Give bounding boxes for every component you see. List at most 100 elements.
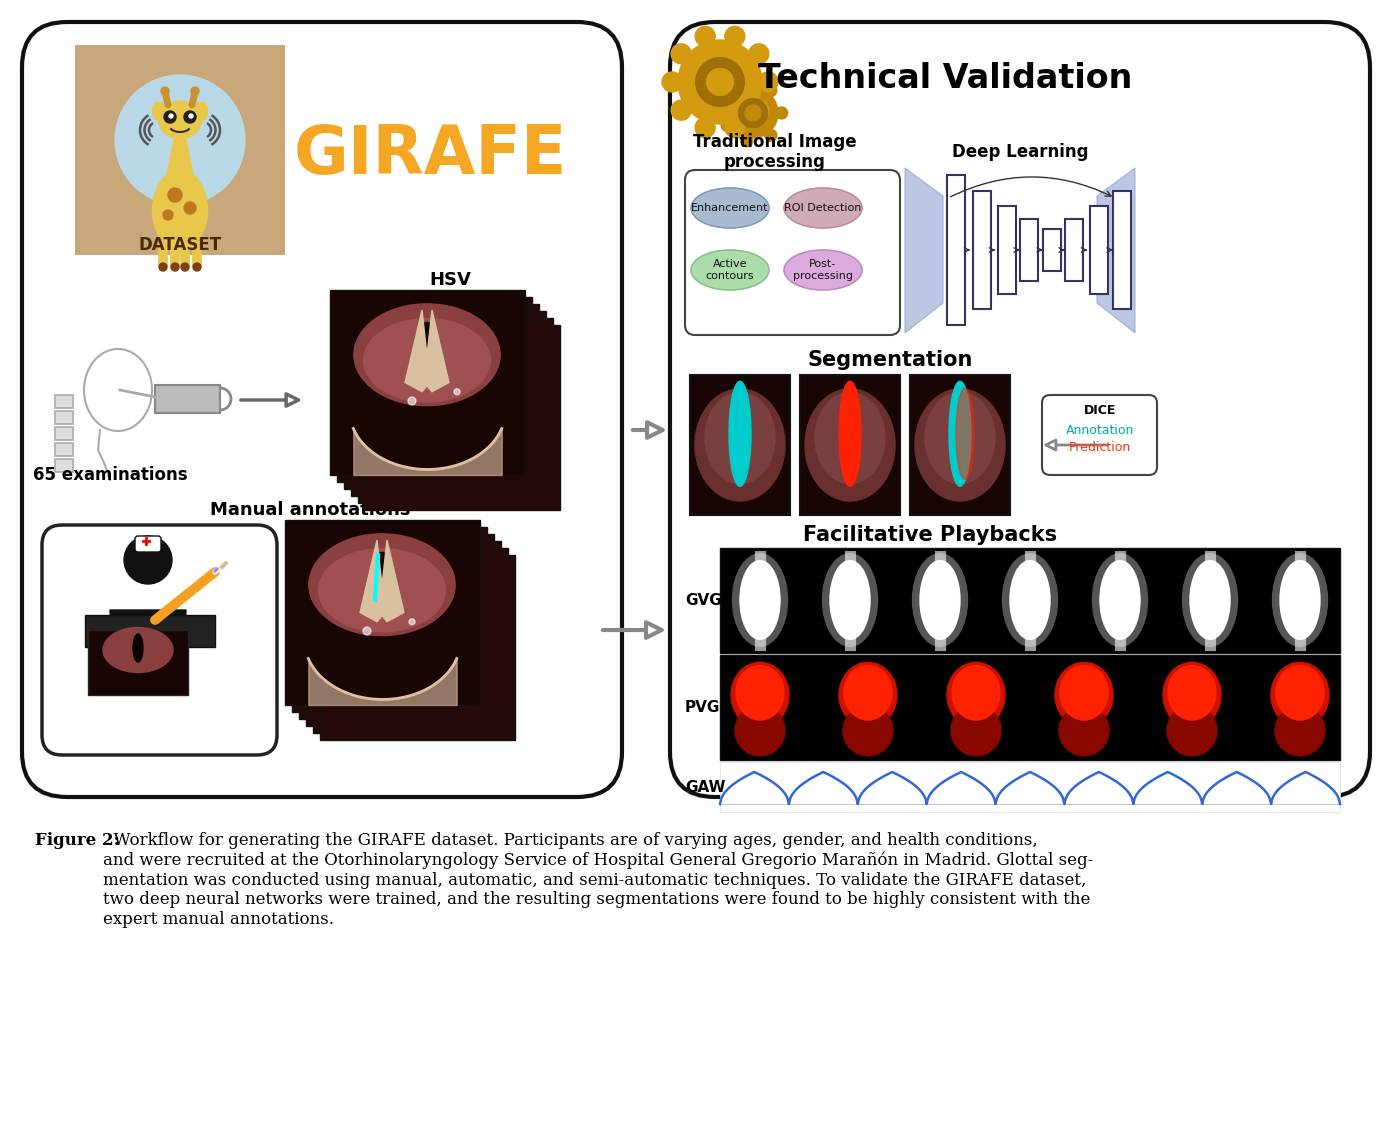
Circle shape — [706, 68, 733, 96]
Circle shape — [192, 86, 198, 94]
Ellipse shape — [354, 304, 500, 405]
Bar — [947, 175, 965, 325]
Ellipse shape — [733, 554, 787, 646]
Circle shape — [727, 88, 779, 138]
Bar — [690, 376, 790, 516]
Bar — [298, 534, 494, 719]
Ellipse shape — [784, 250, 862, 290]
Ellipse shape — [695, 389, 786, 501]
Text: GVG: GVG — [686, 593, 722, 608]
Circle shape — [185, 203, 196, 214]
Text: GAW: GAW — [686, 780, 726, 794]
Circle shape — [765, 130, 777, 141]
Text: Annotation: Annotation — [1066, 423, 1134, 437]
Ellipse shape — [838, 662, 897, 727]
Ellipse shape — [912, 554, 967, 646]
Circle shape — [454, 389, 459, 395]
Bar — [321, 555, 515, 740]
Bar — [291, 527, 487, 712]
Ellipse shape — [133, 634, 143, 662]
Circle shape — [695, 26, 715, 47]
Ellipse shape — [371, 552, 394, 617]
Text: Segmentation: Segmentation — [808, 351, 973, 370]
Ellipse shape — [364, 319, 490, 402]
Ellipse shape — [1167, 706, 1217, 756]
Ellipse shape — [1271, 662, 1328, 727]
Ellipse shape — [731, 662, 788, 727]
FancyBboxPatch shape — [686, 170, 899, 335]
Ellipse shape — [1183, 554, 1238, 646]
Circle shape — [741, 80, 752, 91]
Ellipse shape — [415, 322, 439, 387]
Polygon shape — [905, 168, 942, 333]
Text: ROI Detection: ROI Detection — [784, 203, 862, 213]
Bar — [365, 325, 559, 510]
Circle shape — [171, 263, 179, 271]
Text: Enhancement: Enhancement — [691, 203, 769, 213]
Text: Traditional Image
processing: Traditional Image processing — [693, 133, 856, 172]
Ellipse shape — [920, 561, 960, 640]
Bar — [720, 549, 1339, 653]
Circle shape — [169, 114, 174, 118]
Ellipse shape — [952, 666, 999, 720]
Ellipse shape — [705, 393, 775, 484]
Circle shape — [672, 43, 691, 64]
Bar — [330, 290, 525, 475]
Bar — [155, 385, 221, 413]
Text: PVG: PVG — [686, 700, 720, 715]
Polygon shape — [379, 541, 404, 621]
Ellipse shape — [153, 102, 168, 122]
Circle shape — [180, 263, 189, 271]
Ellipse shape — [823, 554, 877, 646]
Text: Manual annotations: Manual annotations — [210, 501, 411, 519]
Bar — [1020, 218, 1038, 281]
Ellipse shape — [310, 534, 455, 636]
FancyBboxPatch shape — [42, 525, 278, 754]
Circle shape — [776, 107, 787, 119]
Text: Deep Learning: Deep Learning — [952, 143, 1088, 160]
Ellipse shape — [736, 666, 784, 720]
Bar — [720, 762, 1339, 813]
Ellipse shape — [1190, 561, 1230, 640]
FancyBboxPatch shape — [22, 22, 622, 797]
Circle shape — [745, 105, 761, 121]
Ellipse shape — [951, 706, 1001, 756]
Ellipse shape — [1163, 662, 1221, 727]
Text: Technical Validation: Technical Validation — [758, 61, 1133, 94]
Bar — [56, 443, 74, 456]
Circle shape — [409, 619, 415, 625]
Bar — [75, 46, 285, 255]
Ellipse shape — [915, 389, 1005, 501]
Text: Figure 2:: Figure 2: — [35, 832, 119, 849]
Ellipse shape — [1276, 666, 1324, 720]
Bar — [351, 311, 545, 496]
Ellipse shape — [1010, 561, 1049, 640]
Bar — [799, 376, 899, 516]
Wedge shape — [110, 610, 186, 648]
Ellipse shape — [115, 75, 246, 205]
Circle shape — [750, 43, 769, 64]
Ellipse shape — [1059, 706, 1109, 756]
Circle shape — [162, 211, 174, 220]
Ellipse shape — [947, 662, 1005, 727]
Polygon shape — [167, 135, 193, 175]
Ellipse shape — [1273, 554, 1327, 646]
Bar — [911, 376, 1010, 516]
Bar — [285, 520, 480, 706]
Polygon shape — [423, 310, 448, 391]
Circle shape — [662, 72, 682, 92]
Ellipse shape — [1167, 666, 1216, 720]
Circle shape — [193, 263, 201, 271]
Circle shape — [741, 135, 752, 147]
Circle shape — [695, 117, 715, 138]
Text: Facilitative Playbacks: Facilitative Playbacks — [802, 525, 1058, 545]
Bar — [56, 395, 74, 409]
Ellipse shape — [843, 706, 892, 756]
Circle shape — [725, 26, 745, 47]
Circle shape — [750, 100, 769, 121]
Circle shape — [758, 72, 779, 92]
Circle shape — [185, 112, 196, 123]
Ellipse shape — [838, 381, 861, 486]
Ellipse shape — [736, 706, 786, 756]
Ellipse shape — [153, 170, 207, 250]
